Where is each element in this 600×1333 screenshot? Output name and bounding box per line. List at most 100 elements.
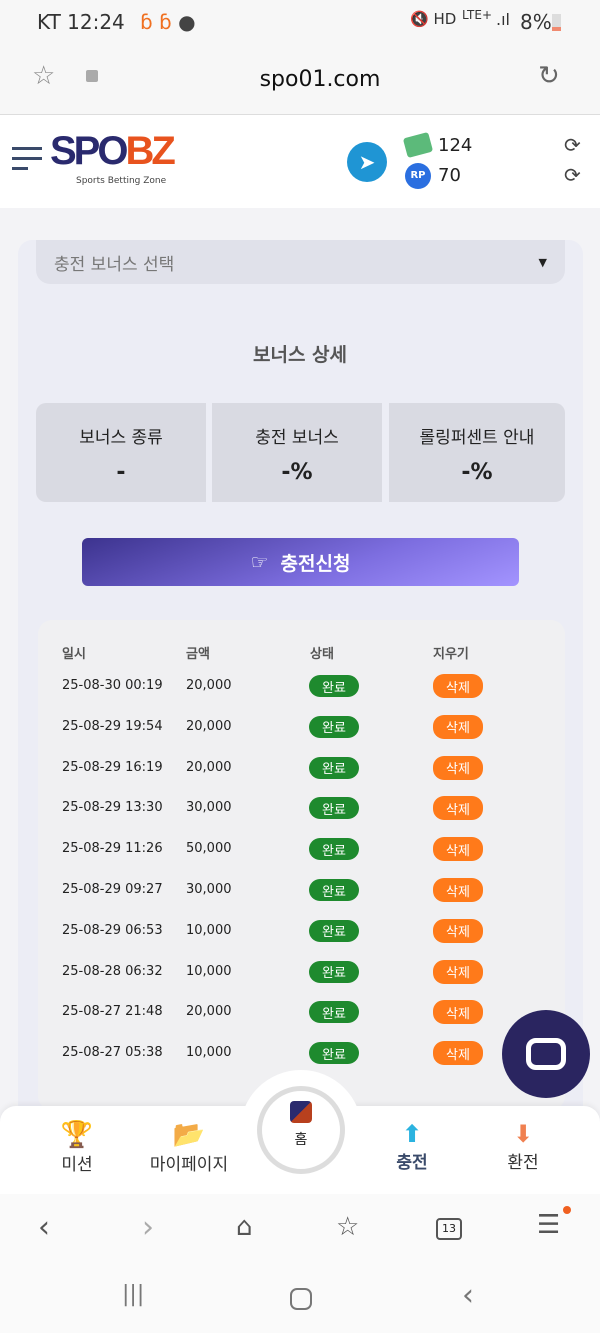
status-badge: 완료 bbox=[309, 797, 359, 820]
recents-icon[interactable]: ||| bbox=[122, 1282, 145, 1307]
url-text[interactable]: spo01.com bbox=[259, 67, 381, 92]
reload-icon[interactable]: ↻ bbox=[538, 61, 560, 91]
row-amount: 10,000 bbox=[186, 922, 232, 938]
back-icon[interactable]: ‹ bbox=[38, 1210, 50, 1245]
status-badge: 완료 bbox=[309, 715, 359, 738]
nav-home[interactable]: 홈 bbox=[257, 1086, 345, 1174]
withdraw-icon: ⬇ bbox=[512, 1120, 534, 1148]
rp-icon: RP bbox=[405, 163, 431, 189]
charge-request-button[interactable]: ☞ 충전신청 bbox=[82, 538, 519, 586]
bonus-type-box: 보너스 종류 - bbox=[36, 403, 206, 502]
box-label: 보너스 종류 bbox=[79, 428, 163, 448]
row-date: 25-08-29 19:54 bbox=[62, 718, 163, 734]
logo-tagline: Sports Betting Zone bbox=[76, 176, 167, 186]
telegram-icon[interactable]: ➤ bbox=[347, 142, 387, 182]
row-amount: 30,000 bbox=[186, 800, 232, 816]
status-badge: 완료 bbox=[309, 919, 359, 942]
nav-label: 마이페이지 bbox=[149, 1155, 229, 1175]
nav-withdraw[interactable]: ⬇ 환전 bbox=[468, 1120, 578, 1173]
row-amount: 10,000 bbox=[186, 1045, 232, 1061]
row-date: 25-08-29 09:27 bbox=[62, 882, 163, 897]
delete-button[interactable]: 삭제 bbox=[433, 837, 483, 862]
system-back-icon[interactable]: ‹ bbox=[462, 1278, 474, 1313]
row-date: 25-08-28 06:32 bbox=[62, 963, 163, 979]
row-amount: 10,000 bbox=[186, 963, 232, 979]
delete-button[interactable]: 삭제 bbox=[433, 755, 483, 780]
row-amount: 30,000 bbox=[186, 882, 232, 897]
column-header: 금액 bbox=[186, 647, 210, 662]
chat-button[interactable] bbox=[502, 1010, 590, 1098]
chevron-down-icon: ▼ bbox=[538, 255, 547, 269]
delete-button[interactable]: 삭제 bbox=[433, 1000, 483, 1025]
carrier-time: KT 12:24 bbox=[37, 10, 125, 34]
status-badge: 완료 bbox=[309, 1001, 359, 1024]
row-amount: 20,000 bbox=[186, 678, 232, 693]
money-balance: 124 bbox=[438, 135, 473, 156]
nav-label: 환전 bbox=[507, 1153, 539, 1173]
browser-toolbar: ‹ › ⌂ ☆ 13 ☰ bbox=[0, 1194, 600, 1266]
notification-dot bbox=[563, 1206, 571, 1214]
tabs-button[interactable]: 13 bbox=[436, 1218, 462, 1240]
row-date: 25-08-29 06:53 bbox=[62, 922, 163, 938]
column-header: 지우기 bbox=[433, 647, 469, 662]
box-label: 롤링퍼센트 안내 bbox=[419, 428, 535, 448]
delete-button[interactable]: 삭제 bbox=[433, 959, 483, 984]
battery-level: 8% bbox=[520, 10, 552, 34]
delete-button[interactable]: 삭제 bbox=[433, 918, 483, 943]
rolling-percent-box: 롤링퍼센트 안내 -% bbox=[389, 403, 565, 502]
url-bar: ☆ spo01.com ↻ bbox=[0, 45, 600, 115]
menu-icon[interactable] bbox=[12, 147, 42, 170]
delete-button[interactable]: 삭제 bbox=[433, 878, 483, 902]
folder-icon: 📂 bbox=[172, 1120, 206, 1150]
row-amount: 50,000 bbox=[186, 841, 232, 857]
home-button-icon[interactable] bbox=[290, 1288, 312, 1310]
box-label: 충전 보너스 bbox=[255, 428, 339, 448]
row-amount: 20,000 bbox=[186, 759, 232, 775]
row-date: 25-08-27 05:38 bbox=[62, 1045, 163, 1061]
bonus-detail-title: 보너스 상세 bbox=[252, 344, 347, 366]
status-badge: 완료 bbox=[309, 879, 359, 901]
status-badge: 완료 bbox=[309, 960, 359, 983]
row-date: 25-08-29 11:26 bbox=[62, 841, 163, 857]
row-amount: 20,000 bbox=[186, 1004, 232, 1020]
trophy-icon: 🏆 bbox=[60, 1120, 94, 1150]
box-value: - bbox=[116, 460, 126, 485]
status-badge: 완료 bbox=[309, 838, 359, 861]
delete-button[interactable]: 삭제 bbox=[433, 1041, 483, 1066]
status-bar: KT 12:24 ɓ ɓ ● 🔇 HD LTE+ .ıl 8% bbox=[0, 0, 600, 45]
refresh-money-icon[interactable]: ⟳ bbox=[564, 133, 581, 157]
money-icon bbox=[402, 131, 434, 159]
nav-label: 충전 bbox=[396, 1153, 428, 1173]
nav-mission[interactable]: 🏆 미션 bbox=[22, 1120, 132, 1175]
status-badge: 완료 bbox=[309, 675, 359, 697]
row-amount: 20,000 bbox=[186, 718, 232, 734]
row-date: 25-08-29 16:19 bbox=[62, 759, 163, 775]
lock-icon bbox=[86, 70, 98, 82]
signal-icon: .ıl bbox=[496, 10, 510, 29]
button-label: 충전신청 bbox=[280, 552, 351, 575]
bookmark-star-icon[interactable]: ☆ bbox=[32, 61, 56, 91]
bonus-select[interactable]: 충전 보너스 선택 ▼ bbox=[36, 240, 565, 284]
row-date: 25-08-30 00:19 bbox=[62, 678, 163, 693]
column-header: 일시 bbox=[62, 647, 86, 662]
nav-label: 홈 bbox=[294, 1132, 308, 1148]
menu-icon[interactable]: ☰ bbox=[537, 1210, 561, 1240]
charge-history-table bbox=[38, 620, 565, 1110]
site-logo[interactable]: SPOBZ bbox=[50, 129, 176, 173]
forward-icon[interactable]: › bbox=[142, 1210, 154, 1245]
nav-label: 미션 bbox=[61, 1155, 93, 1175]
nav-mypage[interactable]: 📂 마이페이지 bbox=[134, 1120, 244, 1175]
bookmarks-icon[interactable]: ☆ bbox=[336, 1212, 360, 1242]
system-nav: ||| ‹ bbox=[0, 1266, 600, 1333]
row-date: 25-08-27 21:48 bbox=[62, 1004, 163, 1020]
select-placeholder: 충전 보너스 선택 bbox=[54, 254, 175, 275]
charge-bonus-box: 충전 보너스 -% bbox=[212, 403, 382, 502]
delete-button[interactable]: 삭제 bbox=[433, 674, 483, 698]
box-value: -% bbox=[461, 460, 493, 485]
refresh-rp-icon[interactable]: ⟳ bbox=[564, 163, 581, 187]
network-label: LTE+ bbox=[462, 8, 492, 22]
delete-button[interactable]: 삭제 bbox=[433, 714, 483, 739]
nav-deposit[interactable]: ⬆ 충전 bbox=[357, 1120, 467, 1173]
home-icon[interactable]: ⌂ bbox=[236, 1212, 253, 1242]
delete-button[interactable]: 삭제 bbox=[433, 796, 483, 821]
